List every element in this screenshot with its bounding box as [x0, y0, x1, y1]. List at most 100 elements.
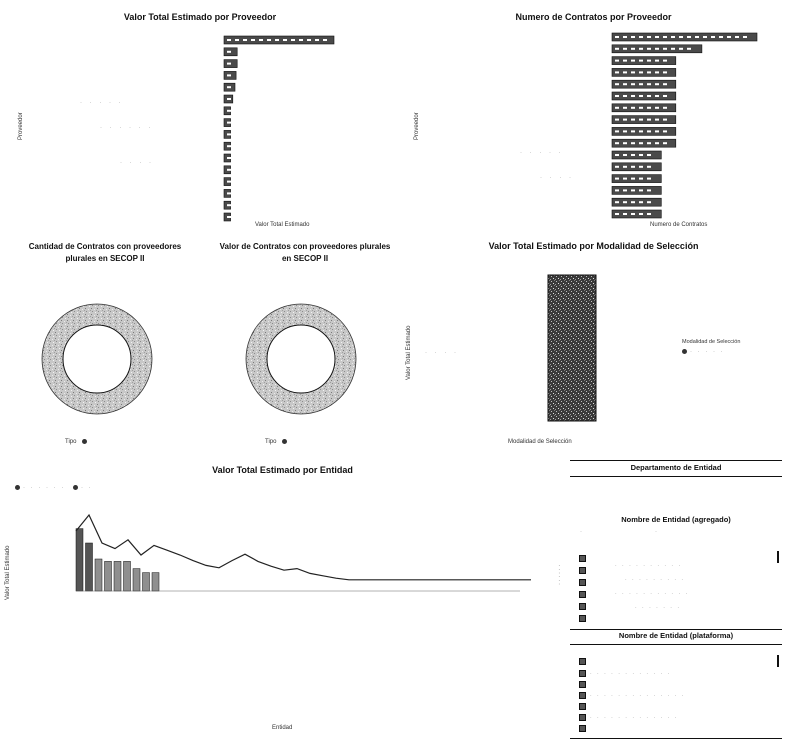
- numero-proveedor-bar-label: [647, 118, 651, 121]
- numero-proveedor-bar-label: [647, 95, 651, 97]
- numero-proveedor-bar: [611, 56, 677, 65]
- numero-proveedor-bar-label: [703, 36, 707, 38]
- numero-proveedor-bar-label: [655, 36, 659, 38]
- numero-proveedor-bar-label: [663, 142, 667, 145]
- numero-proveedor-bar-label: [735, 36, 739, 38]
- valor-proveedor-bar-label: [227, 62, 231, 65]
- plataforma-checkbox[interactable]: [579, 714, 586, 721]
- numero-proveedor-bar-label: [631, 71, 635, 74]
- numero-proveedor-bar-label: [615, 165, 619, 168]
- agregado-checkbox[interactable]: [579, 603, 586, 610]
- agregado-checkbox[interactable]: [579, 615, 586, 622]
- valor-proveedor-bar-label: [299, 39, 303, 41]
- numero-proveedor-bar-label: [639, 59, 643, 62]
- agregado-checkbox[interactable]: [579, 567, 586, 574]
- numero-proveedor-bar-label: [631, 83, 635, 86]
- plataforma-checkbox[interactable]: [579, 703, 586, 710]
- valor-proveedor-bar-label: [243, 39, 247, 41]
- plataforma-scrollbar[interactable]: [777, 655, 779, 667]
- valor-entidad-title: Valor Total Estimado por Entidad: [212, 465, 353, 475]
- numero-proveedor-bar-label: [615, 118, 619, 121]
- numero-proveedor-chart: [611, 32, 758, 219]
- valor-proveedor-bar-label: [227, 121, 231, 124]
- valor-proveedor-bar-label: [227, 180, 231, 183]
- numero-proveedor-bar-label: [631, 36, 635, 38]
- valor-entidad-xlabel: Entidad: [272, 725, 293, 731]
- agregado-checkbox[interactable]: [579, 591, 586, 598]
- valor-proveedor-panel: Valor Total Estimado por Proveedor Prove…: [0, 0, 400, 235]
- plataforma-checkbox[interactable]: [579, 692, 586, 699]
- numero-proveedor-bar-label: [719, 36, 723, 38]
- numero-proveedor-bar-label: [623, 47, 627, 50]
- numero-proveedor-panel: Numero de Contratos por Proveedor Provee…: [400, 0, 787, 235]
- plataforma-filter-title: Nombre de Entidad (plataforma): [618, 631, 734, 640]
- numero-proveedor-bar-label: [663, 71, 667, 74]
- valor-proveedor-bar-label: [227, 109, 231, 112]
- departamento-filter-rule: [570, 476, 782, 477]
- agregado-checkbox[interactable]: [579, 579, 586, 586]
- numero-proveedor-bar-label: [655, 106, 659, 109]
- valor-proveedor-faint-labels: · · · ·: [120, 160, 154, 166]
- valor-proveedor-title: Valor Total Estimado por Proveedor: [123, 12, 277, 22]
- valor-proveedor-bar-label: [227, 50, 231, 53]
- numero-proveedor-bar-label: [631, 165, 635, 168]
- cantidad-plurales-hole: [62, 324, 132, 394]
- numero-proveedor-bar-label: [663, 95, 667, 97]
- numero-proveedor-bar-label: [623, 213, 627, 215]
- numero-proveedor-bar-label: [687, 36, 691, 38]
- numero-proveedor-bar-label: [647, 189, 651, 192]
- valor-plurales-legend: Tipo: [265, 439, 290, 445]
- plataforma-checkbox[interactable]: [579, 670, 586, 677]
- numero-proveedor-faint-labels: · · · ·: [540, 175, 574, 181]
- numero-proveedor-bar-label: [663, 106, 667, 109]
- numero-proveedor-bar-label: [639, 154, 643, 156]
- numero-proveedor-bar-label: [647, 201, 651, 204]
- filters-top-rule: [570, 460, 782, 461]
- departamento-filter-vlabel: · · · · · ·: [557, 564, 563, 585]
- numero-proveedor-bar: [611, 150, 662, 160]
- numero-proveedor-bar-label: [655, 142, 659, 145]
- cantidad-plurales-legend-label: Tipo: [65, 439, 77, 446]
- plataforma-checkbox[interactable]: [579, 681, 586, 688]
- numero-proveedor-title: Numero de Contratos por Proveedor: [515, 12, 672, 22]
- numero-proveedor-bar: [611, 197, 662, 207]
- valor-proveedor-bar-label: [267, 39, 271, 41]
- plataforma-checkbox[interactable]: [579, 725, 586, 732]
- valor-modalidad-chart: [547, 274, 597, 422]
- valor-plurales-panel: Valor de Contratos con proveedores plura…: [210, 235, 400, 455]
- valor-proveedor-bar-label: [259, 39, 263, 41]
- numero-proveedor-bar-label: [631, 118, 635, 121]
- agregado-row-text: · · · · · · · · ·: [625, 577, 686, 583]
- valor-plurales-chart: [245, 303, 357, 415]
- numero-proveedor-bar-label: [647, 59, 651, 62]
- numero-proveedor-bar: [611, 162, 662, 172]
- agregado-checkbox[interactable]: [579, 555, 586, 562]
- agregado-filter-faint: ·: [655, 529, 660, 535]
- numero-proveedor-bar-label: [615, 177, 619, 180]
- numero-proveedor-bar: [611, 32, 758, 42]
- agregado-row-text: · · · · · · · · · · ·: [615, 591, 690, 597]
- agregado-scrollbar[interactable]: [777, 551, 779, 563]
- agregado-row-text: · · · · · · · · · ·: [615, 563, 683, 569]
- valor-proveedor-bar-label: [227, 39, 231, 41]
- valor-plurales-legend-label: Tipo: [265, 439, 277, 446]
- filters-panel: Departamento de Entidad · · · · · · Nomb…: [557, 455, 787, 744]
- numero-proveedor-bar-label: [647, 177, 651, 180]
- plataforma-checkbox[interactable]: [579, 658, 586, 665]
- valor-proveedor-bar-label: [227, 168, 231, 171]
- numero-proveedor-bar: [611, 68, 677, 77]
- numero-proveedor-bar-label: [623, 71, 627, 74]
- departamento-filter-title: Departamento de Entidad: [630, 463, 722, 472]
- numero-proveedor-bar-label: [615, 201, 619, 204]
- numero-proveedor-bar-label: [655, 95, 659, 97]
- numero-proveedor-bar-label: [647, 71, 651, 74]
- numero-proveedor-bar-label: [639, 83, 643, 86]
- cantidad-plurales-title: Cantidad de Contratos con proveedores pl…: [28, 242, 182, 263]
- numero-proveedor-bar-label: [663, 59, 667, 62]
- valor-entidad-bar: [151, 572, 160, 592]
- numero-proveedor-bar: [611, 174, 662, 183]
- valor-proveedor-bar-label: [227, 216, 231, 218]
- numero-proveedor-bar-label: [631, 189, 635, 192]
- numero-proveedor-bar: [611, 138, 677, 148]
- numero-proveedor-bar-label: [663, 130, 667, 133]
